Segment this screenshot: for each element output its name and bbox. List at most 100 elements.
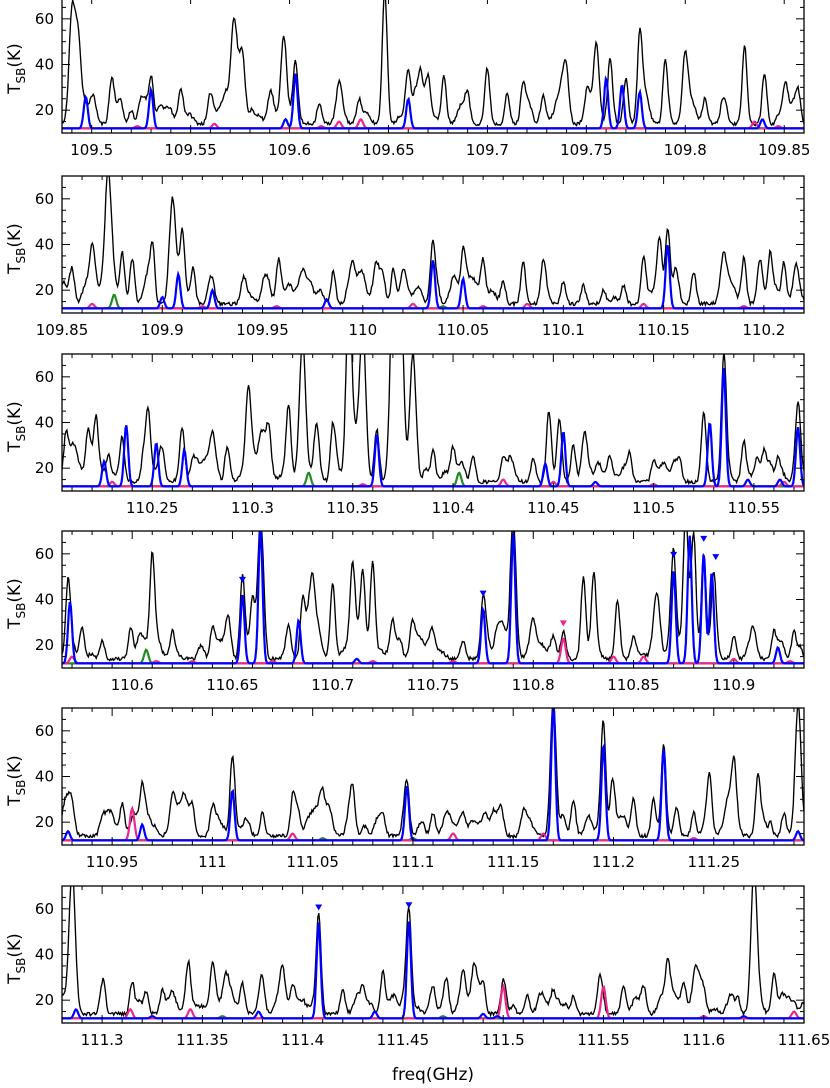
x-tick-label: 110.35 [327,499,380,517]
observed-spectrum [62,354,804,486]
line-marker [405,902,413,909]
observed-spectrum [62,886,804,1018]
x-tick-label: 110 [348,321,377,339]
y-tick-label: 20 [35,459,54,477]
x-tick-label: 110.25 [126,499,179,517]
model-pink-series [62,117,804,130]
panel-2: 109.85 109.9 109.95 110 110.05 110.1 110.15 110… [5,175,805,339]
model-green-series [62,471,804,488]
line-marker [712,554,720,561]
x-tick-label: 111.5 [482,1031,525,1049]
panel-1: 109.5 109.55 109.6 109.65 109.7 109.75 109.8 10… [5,0,810,159]
x-tick-label: 109.85 [758,141,811,159]
model-blue-series [62,708,804,842]
plot-frame [61,885,805,1024]
line-marker [238,576,246,583]
x-tick-label: 110.65 [206,676,259,694]
x-tick-label: 110.3 [231,499,274,517]
y-tick-label: 40 [35,591,54,609]
model-blue-series [62,73,804,130]
x-tick-label: 110.1 [542,321,585,339]
line-marker [670,551,678,558]
y-tick-label: 40 [35,236,54,254]
x-tick-label: 109.9 [141,321,184,339]
y-tick-label: 60 [35,900,54,918]
x-tick-label: 110.2 [742,321,785,339]
line-marker [479,590,487,597]
x-tick-label: 110.6 [111,676,154,694]
x-tick-label: 109.55 [164,141,217,159]
y-tick-label: 40 [35,768,54,786]
x-tick-label: 111.15 [487,853,540,871]
y-tick-label: 60 [35,190,54,208]
y-axis-label: TSB(K) [5,223,28,275]
x-tick-label: 110.75 [407,676,460,694]
x-tick-label: 109.65 [362,141,415,159]
observed-spectrum [62,0,804,127]
x-tick-label: 111.2 [592,853,635,871]
x-tick-label: 110.85 [607,676,660,694]
x-tick-label: 110.95 [86,853,139,871]
x-tick-label: 111.45 [377,1031,430,1049]
y-tick-label: 20 [35,991,54,1009]
x-tick-label: 110.55 [728,499,781,517]
x-tick-label: 109.95 [236,321,289,339]
plot-area [62,0,804,130]
plot-area [62,176,804,310]
x-tick-label: 110.7 [311,676,354,694]
panel-5: 110.95 111 111.05 111.1 111.15 111.2 111.25 20 4… [5,707,805,871]
y-tick-label: 40 [35,56,54,74]
x-tick-label: 111.65 [778,1031,830,1049]
x-tick-label: 110.45 [527,499,580,517]
y-tick-label: 20 [35,813,54,831]
line-marker [559,620,567,627]
observed-spectrum [62,708,804,840]
x-tick-label: 110.05 [437,321,490,339]
x-tick-label: 110.8 [512,676,555,694]
x-tick-label: 111.05 [286,853,339,871]
y-tick-label: 60 [35,545,54,563]
x-tick-label: 109.75 [560,141,613,159]
x-tick-label: 111.25 [688,853,741,871]
x-tick-label: 110.4 [432,499,475,517]
plot-frame [61,353,805,492]
x-tick-label: 111.4 [281,1031,324,1049]
plot-frame [61,175,805,314]
plot-frame [61,707,805,846]
y-tick-label: 40 [35,946,54,964]
x-tick-label: 110.5 [632,499,675,517]
x-tick-label: 111.1 [391,853,434,871]
x-tick-label: 109.6 [268,141,311,159]
y-tick-label: 20 [35,101,54,119]
model-blue-series [62,367,804,488]
x-tick-label: 110.9 [712,676,755,694]
x-tick-label: 111.6 [682,1031,725,1049]
model-blue-series [62,244,804,310]
x-tick-label: 111 [198,853,227,871]
plot-area [62,708,804,842]
y-tick-label: 40 [35,414,54,432]
plot-area [62,354,804,488]
y-tick-label: 20 [35,636,54,654]
y-axis-label: TSB(K) [5,43,28,95]
observed-spectrum [62,531,804,663]
panel-3: 110.25 110.3 110.35 110.4 110.45 110.5 110.55 2… [5,353,805,517]
x-tick-label: 111.55 [577,1031,630,1049]
panel-6: 111.3 111.35 111.4 111.45 111.5 111.55 111.6 11… [5,885,830,1049]
plot-area [62,886,804,1020]
x-tick-label: 109.7 [466,141,509,159]
x-tick-label: 110.15 [637,321,690,339]
line-marker [700,535,708,542]
model-blue-series [62,921,804,1020]
y-axis-label: TSB(K) [5,755,28,807]
y-tick-label: 60 [35,368,54,386]
line-marker [315,904,323,911]
panel-4: 110.6 110.65 110.7 110.75 110.8 110.85 110.9 20… [5,530,805,694]
x-tick-label: 109.5 [70,141,113,159]
x-tick-label: 111.3 [81,1031,124,1049]
y-axis-label: TSB(K) [5,578,28,630]
x-tick-label: 109.85 [36,321,89,339]
y-tick-label: 60 [35,722,54,740]
x-axis-label: freq(GHz) [392,1065,474,1085]
x-tick-label: 109.8 [664,141,707,159]
